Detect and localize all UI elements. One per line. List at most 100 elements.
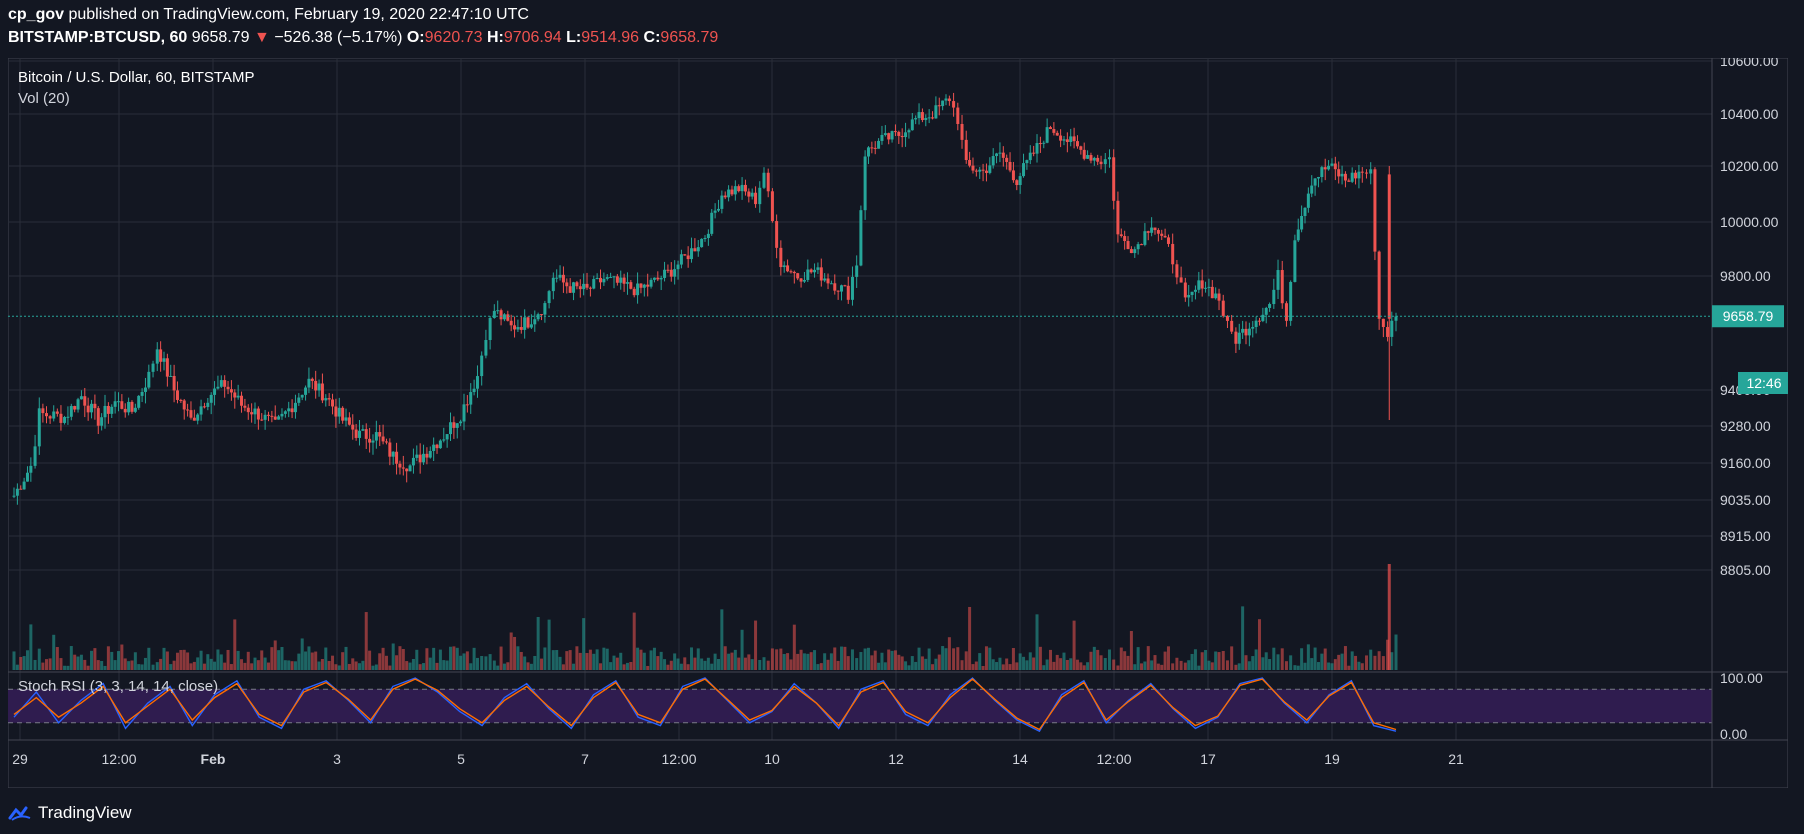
volume-bar — [270, 647, 274, 670]
candle-body — [361, 429, 365, 431]
candle-body — [1133, 249, 1137, 254]
volume-bar — [1166, 646, 1170, 670]
candle-body — [159, 349, 163, 362]
volume-bar — [1062, 652, 1066, 670]
volume-bar — [789, 659, 793, 670]
candle-body — [206, 402, 210, 407]
candle-body — [907, 130, 911, 133]
volume-bar — [361, 660, 365, 670]
candle-body — [90, 403, 94, 413]
candle-body — [405, 468, 409, 472]
stoch-legend[interactable]: Stoch RSI (3, 3, 14, 14, close) — [18, 678, 218, 695]
volume-bar — [1272, 647, 1276, 670]
volume-bar — [229, 664, 233, 670]
candle-body — [964, 139, 968, 160]
candle-body — [344, 417, 348, 421]
time-tick-label: 5 — [457, 751, 465, 767]
candle-body — [693, 248, 697, 252]
volume-bar — [713, 653, 717, 670]
stoch-axis[interactable]: 100.00 0.00 — [1720, 670, 1763, 742]
candle-body — [19, 488, 23, 490]
candle-body — [619, 277, 623, 283]
volume-bar — [147, 647, 151, 670]
volume-bar — [1035, 614, 1039, 670]
candle-body — [1011, 170, 1015, 181]
volume-bar — [411, 658, 415, 670]
candle-body — [1289, 281, 1293, 321]
symbol-label: BITSTAMP:BTCUSD, 60 — [8, 29, 188, 46]
candle-body — [934, 105, 938, 119]
candle-body — [529, 324, 533, 328]
candle-body — [683, 254, 687, 256]
volume-bar — [529, 663, 533, 670]
candle-body — [354, 429, 358, 438]
volume-bar — [408, 662, 412, 670]
volume-bar — [1323, 648, 1327, 670]
volume-bar — [293, 661, 297, 670]
volume-bar — [103, 665, 107, 670]
footer-brand[interactable]: TradingView — [8, 800, 132, 826]
candle-body — [883, 133, 887, 135]
volume-bar — [1126, 655, 1130, 670]
chart-canvas[interactable]: 10600.00 10400.00 10200.00 10000.00 9800.00 9… — [8, 58, 1788, 788]
candle-body — [1187, 294, 1191, 298]
time-tick-label: 21 — [1448, 751, 1464, 767]
candle-body — [1107, 157, 1111, 160]
volume-bar — [1320, 653, 1324, 670]
candle-body — [179, 399, 183, 401]
candle-body — [1015, 180, 1019, 186]
candle-body — [1333, 163, 1337, 170]
price-axis[interactable]: 10600.00 10400.00 10200.00 10000.00 9800.00 9… — [1720, 58, 1779, 578]
open-label: O: — [406, 29, 425, 46]
candle-body — [1284, 303, 1288, 321]
price-tick-label: 10000.00 — [1720, 214, 1779, 230]
volume-bar — [1032, 657, 1036, 670]
price-label-value: 9658.79 — [1723, 308, 1774, 324]
candle-body — [1244, 328, 1248, 336]
volume-bar — [347, 663, 351, 670]
volume-bar — [337, 665, 341, 670]
candle-body — [1096, 157, 1100, 162]
candle-body — [1276, 270, 1280, 290]
candle-body — [904, 132, 908, 138]
candle-body — [253, 408, 257, 415]
candle-body — [1350, 172, 1354, 182]
volume-bar — [93, 648, 97, 670]
volume-bar — [927, 648, 931, 670]
volume-bar — [351, 658, 355, 670]
candle-body — [592, 279, 596, 289]
volume-bar — [256, 660, 260, 670]
candle-body — [1241, 328, 1245, 333]
volume-bar — [250, 663, 254, 670]
price-tick-label: 9160.00 — [1720, 455, 1771, 471]
volume-bar — [140, 664, 144, 670]
time-axis[interactable]: 29 12:00 Feb 3 5 7 12:00 10 12 14 12:00 17 19 21 — [12, 751, 1464, 767]
candle-body — [310, 378, 314, 381]
volume-bar — [1116, 665, 1120, 670]
candle-body — [1005, 157, 1009, 162]
candle-body — [602, 278, 606, 283]
volume-bar — [663, 659, 667, 670]
volume-bar — [1377, 651, 1381, 670]
volume-bar — [683, 657, 687, 670]
main-legend[interactable]: Bitcoin / U.S. Dollar, 60, BITSTAMP — [18, 69, 254, 86]
volume-bar — [870, 655, 874, 670]
volume-bar — [179, 650, 183, 670]
candle-body — [29, 465, 33, 473]
candle-body — [605, 277, 609, 279]
candle-body — [304, 387, 308, 395]
candle-body — [199, 406, 203, 415]
volume-bar — [226, 649, 230, 670]
volume-bar — [890, 650, 894, 670]
volume-bar — [169, 664, 173, 670]
author-name[interactable]: cp_gov — [8, 6, 65, 23]
volume-legend[interactable]: Vol (20) — [18, 90, 70, 107]
candle-body — [442, 439, 446, 441]
candle-body — [1330, 163, 1334, 166]
volume-bar — [679, 663, 683, 670]
candle-body — [523, 317, 527, 330]
volume-bar — [1136, 647, 1140, 670]
candle-body — [162, 358, 166, 362]
volume-bar — [462, 653, 466, 670]
candle-body — [293, 402, 297, 413]
